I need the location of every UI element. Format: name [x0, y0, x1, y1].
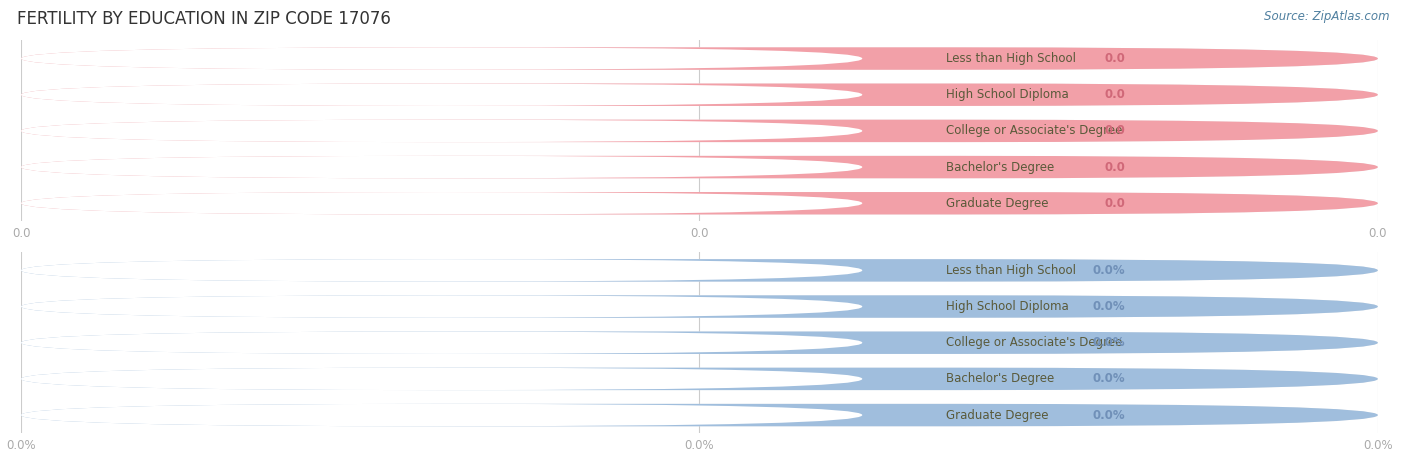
Text: 0.0: 0.0 [1105, 160, 1126, 174]
Text: College or Associate's Degree: College or Associate's Degree [946, 336, 1123, 349]
FancyBboxPatch shape [21, 331, 862, 354]
Text: Less than High School: Less than High School [946, 264, 1077, 277]
Text: 0.0: 0.0 [1368, 227, 1388, 240]
FancyBboxPatch shape [21, 119, 862, 142]
FancyBboxPatch shape [21, 404, 1378, 426]
FancyBboxPatch shape [21, 156, 862, 178]
Text: Source: ZipAtlas.com: Source: ZipAtlas.com [1264, 10, 1389, 22]
FancyBboxPatch shape [21, 331, 1378, 354]
FancyBboxPatch shape [21, 83, 1378, 106]
FancyBboxPatch shape [21, 156, 1378, 178]
FancyBboxPatch shape [21, 331, 1378, 354]
FancyBboxPatch shape [21, 295, 862, 318]
Text: 0.0: 0.0 [1105, 124, 1126, 138]
FancyBboxPatch shape [21, 295, 1378, 318]
FancyBboxPatch shape [21, 367, 1378, 390]
Text: Graduate Degree: Graduate Degree [946, 197, 1049, 210]
FancyBboxPatch shape [21, 192, 1378, 215]
Text: High School Diploma: High School Diploma [946, 88, 1069, 101]
FancyBboxPatch shape [21, 119, 1378, 142]
FancyBboxPatch shape [21, 119, 1378, 142]
Text: 0.0%: 0.0% [685, 438, 714, 452]
FancyBboxPatch shape [21, 47, 1378, 70]
FancyBboxPatch shape [21, 47, 862, 70]
FancyBboxPatch shape [21, 404, 1378, 426]
Text: Bachelor's Degree: Bachelor's Degree [946, 372, 1054, 386]
Text: 0.0%: 0.0% [1092, 264, 1126, 277]
Text: 0.0%: 0.0% [1092, 372, 1126, 386]
FancyBboxPatch shape [21, 192, 1378, 215]
FancyBboxPatch shape [21, 156, 1378, 178]
Text: 0.0: 0.0 [1105, 52, 1126, 65]
Text: 0.0%: 0.0% [6, 438, 37, 452]
FancyBboxPatch shape [21, 259, 862, 282]
Text: 0.0%: 0.0% [1092, 336, 1126, 349]
FancyBboxPatch shape [21, 367, 862, 390]
FancyBboxPatch shape [21, 192, 862, 215]
Text: Bachelor's Degree: Bachelor's Degree [946, 160, 1054, 174]
Text: 0.0: 0.0 [1105, 88, 1126, 101]
FancyBboxPatch shape [21, 259, 1378, 282]
Text: Graduate Degree: Graduate Degree [946, 408, 1049, 422]
Text: 0.0%: 0.0% [1092, 408, 1126, 422]
Text: 0.0%: 0.0% [1092, 300, 1126, 313]
Text: 0.0%: 0.0% [1362, 438, 1393, 452]
FancyBboxPatch shape [21, 83, 862, 106]
Text: 0.0: 0.0 [11, 227, 31, 240]
FancyBboxPatch shape [21, 259, 1378, 282]
FancyBboxPatch shape [21, 295, 1378, 318]
Text: Less than High School: Less than High School [946, 52, 1077, 65]
Text: FERTILITY BY EDUCATION IN ZIP CODE 17076: FERTILITY BY EDUCATION IN ZIP CODE 17076 [17, 10, 391, 28]
Text: 0.0: 0.0 [690, 227, 709, 240]
FancyBboxPatch shape [21, 47, 1378, 70]
FancyBboxPatch shape [21, 367, 1378, 390]
Text: High School Diploma: High School Diploma [946, 300, 1069, 313]
FancyBboxPatch shape [21, 404, 862, 426]
Text: 0.0: 0.0 [1105, 197, 1126, 210]
Text: College or Associate's Degree: College or Associate's Degree [946, 124, 1123, 138]
FancyBboxPatch shape [21, 83, 1378, 106]
